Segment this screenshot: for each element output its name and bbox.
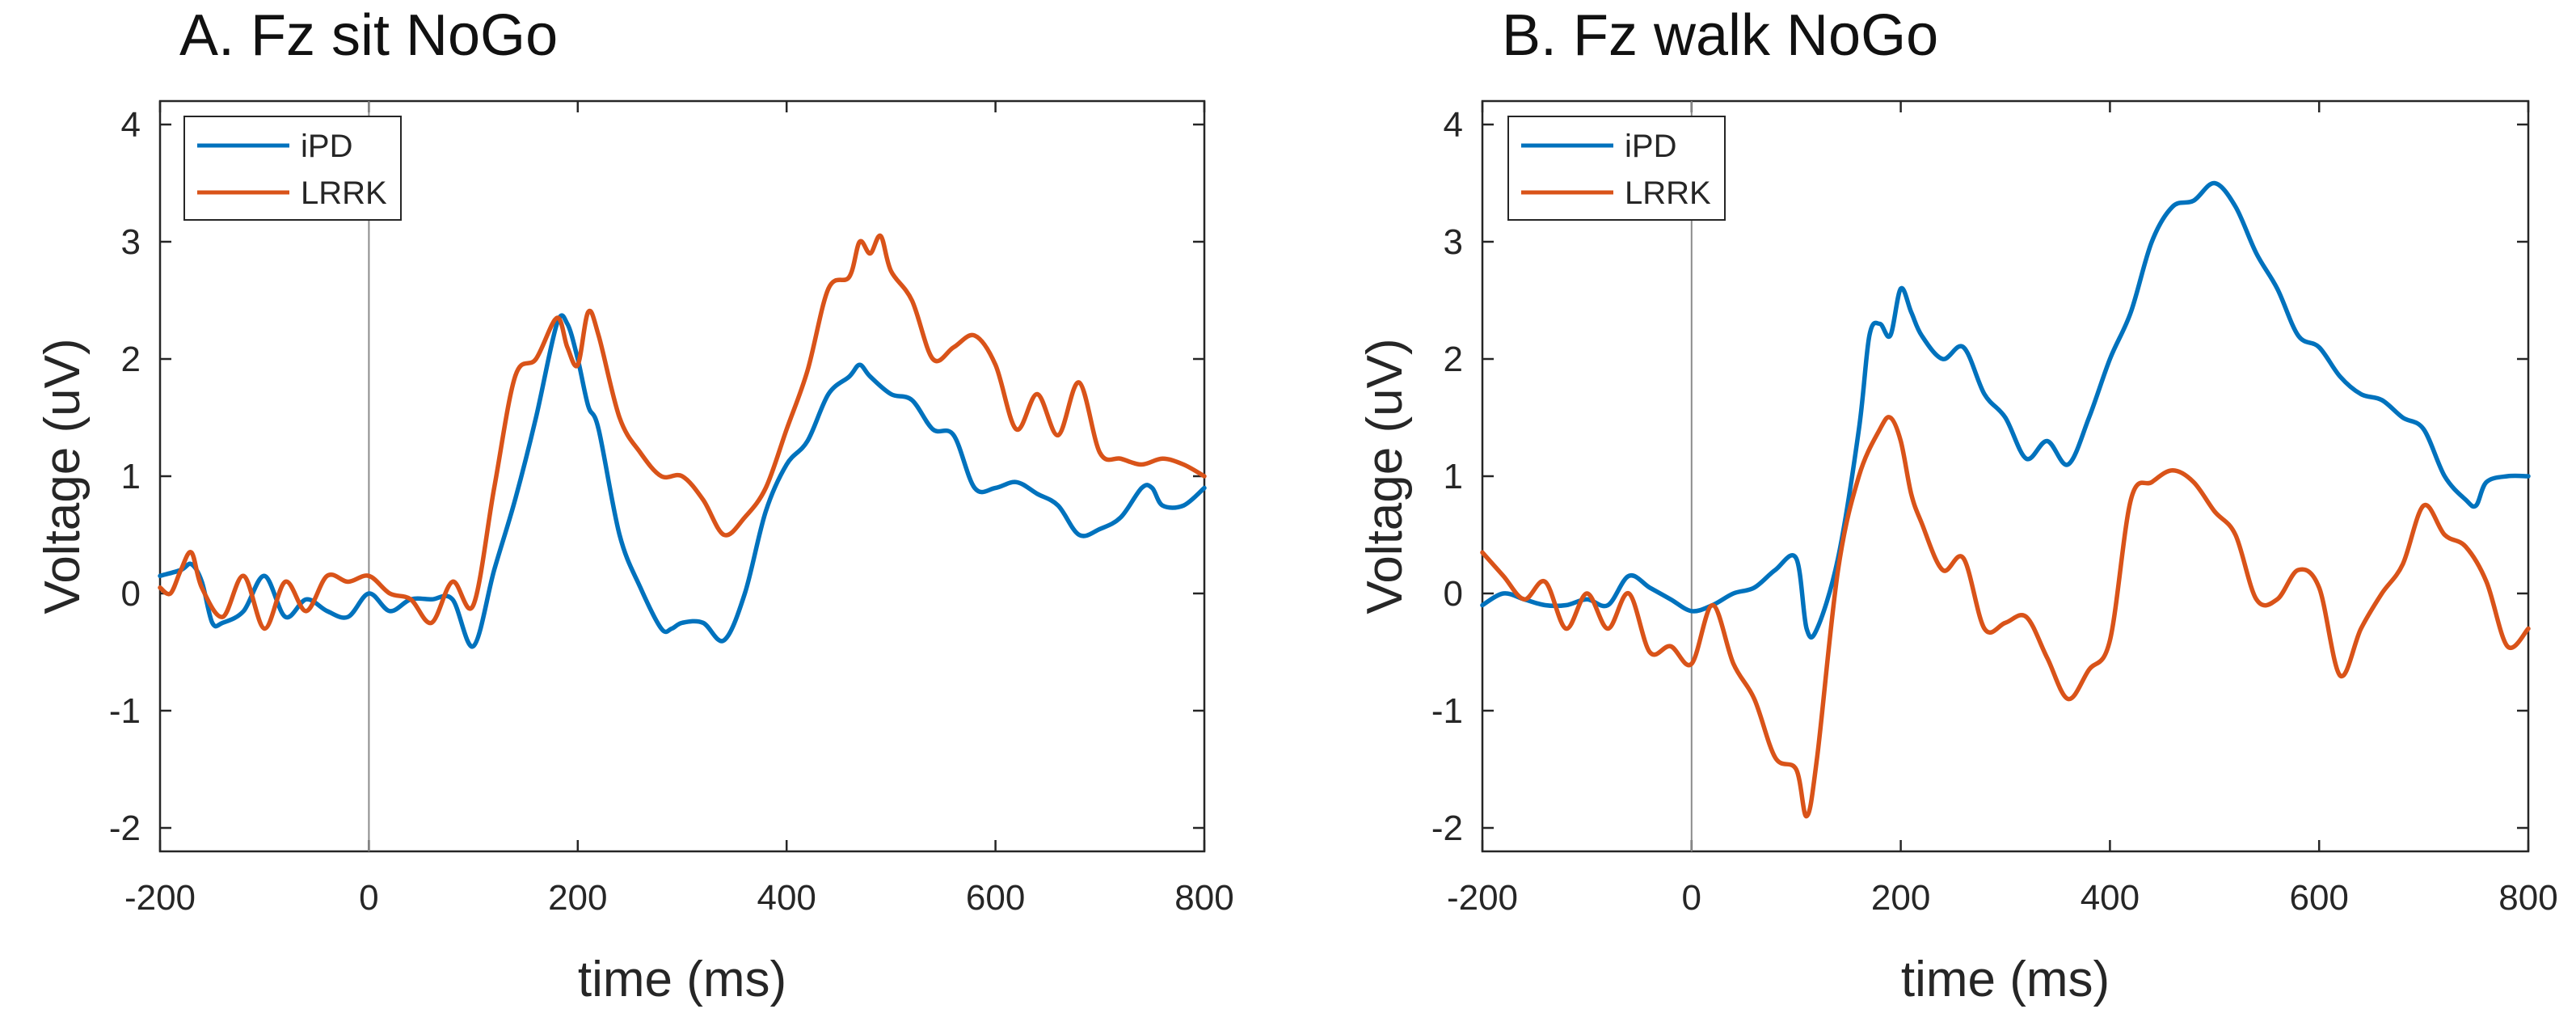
panel-a-series-ipd (158, 313, 1207, 649)
panel-a-ytick-label: 0 (121, 574, 141, 614)
panel-a-series-group (158, 233, 1207, 649)
panel-a-xtick-label: 200 (548, 878, 607, 918)
panel-b-ytick-label: 0 (1444, 574, 1463, 614)
panel-a-series-lrrk (158, 233, 1207, 631)
panel-a-ytick-label: 2 (121, 340, 141, 379)
panel-b-series-ipd (1480, 180, 2531, 640)
panel-b-title: B. Fz walk NoGo (1502, 3, 1938, 68)
panel-b-legend-box (1507, 116, 1726, 221)
panel-a-legend-label-lrrk: LRRK (301, 175, 387, 211)
panel-b-ticks: -200 0 200 400 600 800 -2 -1 0 1 2 3 4 (1431, 101, 2558, 918)
panel-a: A. Fz sit NoGo -200 0 200 400 600 800 -2 -1 0 1 2 3… (35, 3, 1234, 1007)
panel-a-xtick-label: 800 (1174, 878, 1233, 918)
panel-b-xtick-label: -200 (1447, 878, 1518, 918)
panel-b-xtick-label: 0 (1682, 878, 1701, 918)
panel-b-series-lrrk (1480, 415, 2531, 819)
panel-a-xtick-label: 600 (966, 878, 1025, 918)
panel-b-ylabel: Voltage (uV) (1357, 338, 1413, 614)
panel-b-ytick-label: -2 (1431, 809, 1463, 848)
panel-a-ytick-label: 3 (121, 222, 141, 262)
panel-b: B. Fz walk NoGo -200 0 200 400 600 800 -2 -1 0 1 2… (1357, 3, 2558, 1007)
panel-a-ytick-label: 4 (121, 105, 141, 145)
panel-b-ytick-label: -1 (1431, 691, 1463, 731)
panel-a-xlabel: time (ms) (578, 952, 786, 1007)
panel-b-xtick-label: 600 (2289, 878, 2348, 918)
panel-b-xtick-label: 800 (2498, 878, 2557, 918)
panel-b-xtick-label: 200 (1871, 878, 1930, 918)
panel-a-legend: iPD LRRK (183, 116, 402, 221)
panel-a-ytick-label: -2 (109, 809, 141, 848)
panel-b-legend-label-ipd: iPD (1625, 129, 1676, 164)
panel-b-ytick-label: 1 (1444, 457, 1463, 496)
panel-a-xtick-label: 400 (757, 878, 816, 918)
panel-a-ytick-label: -1 (109, 691, 141, 731)
panel-a-ytick-label: 1 (121, 457, 141, 496)
panel-a-title: A. Fz sit NoGo (179, 3, 558, 68)
panel-b-legend-label-lrrk: LRRK (1625, 175, 1711, 211)
panel-b-series-group (1480, 180, 2531, 819)
panel-b-ytick-label: 2 (1444, 340, 1463, 379)
panel-a-legend-box (183, 116, 402, 221)
panel-b-ytick-label: 4 (1444, 105, 1463, 145)
panel-a-ylabel: Voltage (uV) (35, 338, 91, 614)
panel-b-xtick-label: 400 (2081, 878, 2140, 918)
panel-b-legend: iPD LRRK (1507, 116, 1726, 221)
panel-b-ytick-label: 3 (1444, 222, 1463, 262)
panel-a-ticks: -200 0 200 400 600 800 -2 -1 0 1 2 3 4 (109, 101, 1234, 918)
panel-a-xtick-label: 0 (359, 878, 378, 918)
panel-a-legend-label-ipd: iPD (301, 129, 352, 164)
panel-b-plot-frame (1481, 99, 2530, 853)
panel-a-xtick-label: -200 (124, 878, 196, 918)
panel-b-xlabel: time (ms) (1901, 952, 2110, 1007)
